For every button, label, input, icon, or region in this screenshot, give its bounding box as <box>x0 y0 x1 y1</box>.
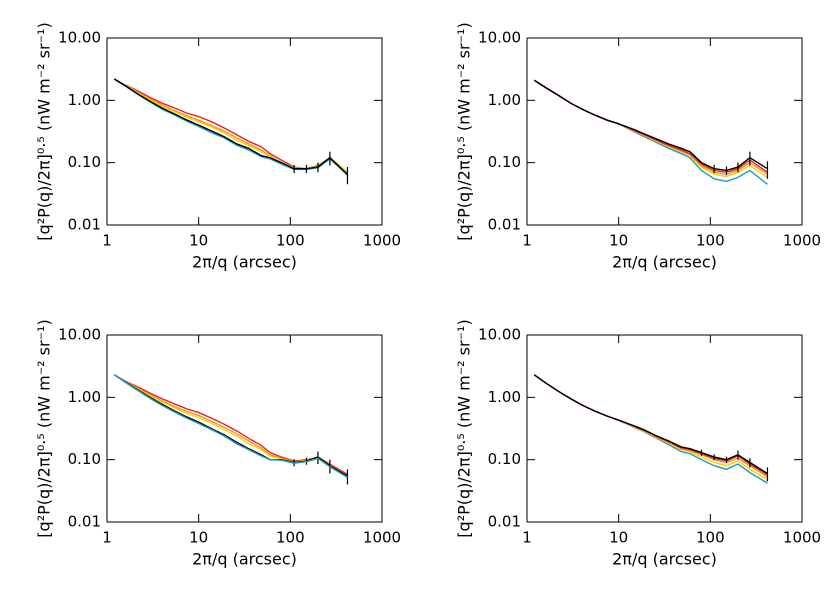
y-tick-label: 0.10 <box>488 153 521 171</box>
series-line <box>113 78 348 173</box>
y-tick-label: 0.01 <box>68 216 101 234</box>
series-line <box>533 79 768 174</box>
series-line <box>113 78 348 176</box>
x-tick-label: 1000 <box>363 529 401 547</box>
series-line <box>113 78 348 173</box>
x-axis-label: 2π/q (arcsec) <box>612 253 717 272</box>
series-line <box>533 374 768 475</box>
series-line <box>113 374 348 478</box>
axes-frame <box>526 334 803 523</box>
y-tick-label: 1.00 <box>68 388 101 406</box>
y-tick-label: 1.00 <box>68 91 101 109</box>
panel: 1 10 100 1000 0.01 0.10 1.00 10.00 2π/q (arcsec)… <box>35 319 402 568</box>
x-tick-label: 10 <box>189 232 208 250</box>
axes-frame <box>106 334 383 523</box>
series-line <box>113 374 348 477</box>
x-tick-label: 1000 <box>783 232 821 250</box>
x-tick-label: 1 <box>102 529 112 547</box>
y-tick-label: 1.00 <box>488 91 521 109</box>
x-tick-label: 100 <box>276 232 305 250</box>
x-tick-label: 1 <box>522 529 532 547</box>
plot-area <box>113 78 349 185</box>
axes-frame <box>526 37 803 226</box>
axes-frame <box>106 37 383 226</box>
panel: 1 10 100 1000 0.01 0.10 1.00 10.00 2π/q (arcsec)… <box>35 22 402 271</box>
y-axis-label: [q²P(q)/2π]⁰·⁵ (nW m⁻² sr⁻¹) <box>35 319 54 537</box>
series-line <box>533 374 768 478</box>
x-tick-label: 1000 <box>363 232 401 250</box>
x-tick-label: 100 <box>276 529 305 547</box>
x-tick-label: 10 <box>189 529 208 547</box>
x-tick-label: 10 <box>609 232 628 250</box>
x-tick-label: 100 <box>696 232 725 250</box>
series-line <box>533 79 768 178</box>
y-tick-label: 0.01 <box>488 216 521 234</box>
y-tick-label: 10.00 <box>478 326 521 344</box>
x-axis-label: 2π/q (arcsec) <box>192 550 297 569</box>
y-tick-label: 10.00 <box>58 326 101 344</box>
panel: 1 10 100 1000 0.01 0.10 1.00 10.00 2π/q (arcsec)… <box>455 22 822 271</box>
y-tick-label: 0.10 <box>68 450 101 468</box>
plot-area <box>533 79 769 185</box>
y-axis-label: [q²P(q)/2π]⁰·⁵ (nW m⁻² sr⁻¹) <box>455 319 474 537</box>
y-tick-label: 0.10 <box>488 450 521 468</box>
series-line <box>533 79 768 176</box>
series-line <box>113 374 348 477</box>
y-tick-label: 0.01 <box>488 513 521 531</box>
plot-area <box>533 374 769 484</box>
y-axis-label: [q²P(q)/2π]⁰·⁵ (nW m⁻² sr⁻¹) <box>35 22 54 240</box>
x-tick-label: 100 <box>696 529 725 547</box>
y-axis-label: [q²P(q)/2π]⁰·⁵ (nW m⁻² sr⁻¹) <box>455 22 474 240</box>
y-tick-label: 1.00 <box>488 388 521 406</box>
series-line <box>533 374 768 481</box>
panel: 1 10 100 1000 0.01 0.10 1.00 10.00 2π/q (arcsec)… <box>455 319 822 568</box>
y-tick-label: 10.00 <box>58 29 101 47</box>
x-tick-label: 1 <box>102 232 112 250</box>
x-tick-label: 10 <box>609 529 628 547</box>
y-tick-label: 0.10 <box>68 153 101 171</box>
x-tick-label: 1000 <box>783 529 821 547</box>
x-axis-label: 2π/q (arcsec) <box>612 550 717 569</box>
plot-area <box>113 374 349 485</box>
y-tick-label: 10.00 <box>478 29 521 47</box>
x-axis-label: 2π/q (arcsec) <box>192 253 297 272</box>
series-line <box>113 78 348 173</box>
series-line <box>113 78 348 175</box>
x-tick-label: 1 <box>522 232 532 250</box>
y-tick-label: 0.01 <box>68 513 101 531</box>
series-line <box>533 79 768 172</box>
series-line <box>533 374 768 484</box>
